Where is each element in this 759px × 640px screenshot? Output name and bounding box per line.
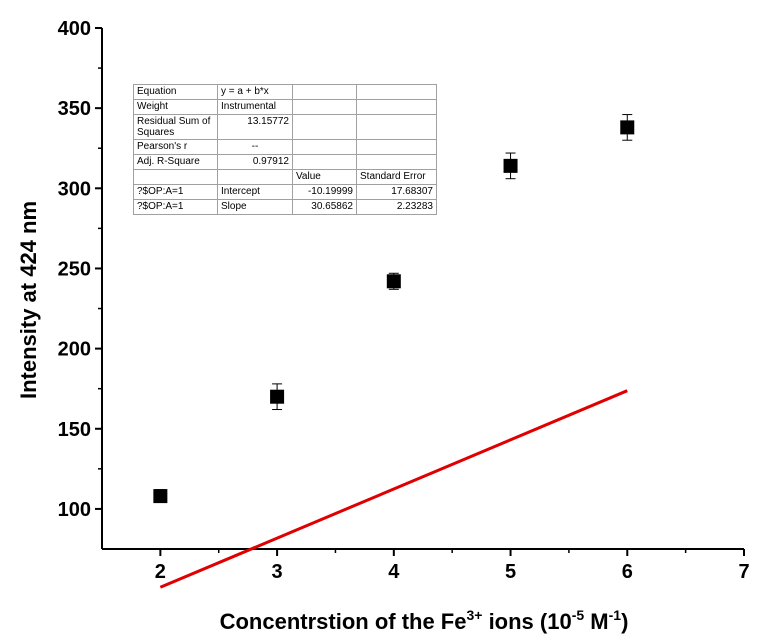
fit-table-cell: [356, 99, 437, 115]
data-point: [153, 489, 168, 504]
fit-table-cell: 17.68307: [356, 184, 437, 200]
fit-table-cell: ?$OP:A=1: [133, 199, 218, 215]
fit-table-cell: [133, 169, 218, 185]
data-point: [386, 274, 401, 289]
fit-table-cell: -10.19999: [292, 184, 357, 200]
fit-results-table: Equation y = a + b*x Weight Instrumental Res…: [133, 84, 437, 215]
data-point: [270, 389, 285, 404]
fit-table-cell: y = a + b*x: [217, 84, 293, 100]
fit-table-cell: Pearson's r: [133, 139, 218, 155]
y-tick-label: 350: [58, 98, 91, 120]
fit-table-cell: Weight: [133, 99, 218, 115]
fit-table-cell: [217, 169, 293, 185]
fit-table-cell: [356, 84, 437, 100]
y-tick-label: 100: [58, 499, 91, 521]
y-tick-label: 250: [58, 258, 91, 280]
data-point: [620, 120, 635, 135]
fit-table-row: ?$OP:A=1 Slope 30.65862 2.23283: [133, 199, 437, 215]
fit-table-cell: [292, 139, 357, 155]
fit-table-cell: [292, 114, 357, 140]
fit-table-cell: [356, 114, 437, 140]
fit-table-cell: 2.23283: [356, 199, 437, 215]
y-axis-title: Intensity at 424 nm: [16, 201, 41, 399]
fit-line-group: [159, 389, 628, 589]
fit-table-row: Residual Sum of Squares 13.15772: [133, 114, 437, 140]
fit-table-cell: 13.15772: [217, 114, 293, 140]
fit-table-cell: 0.97912: [217, 154, 293, 170]
fit-table-cell: Residual Sum of Squares: [133, 114, 218, 140]
axis-labels: Concentrstion of the Fe3+ ions (10-5 M-1…: [16, 201, 628, 634]
fit-table-cell: [292, 99, 357, 115]
fit-table-row: Adj. R-Square 0.97912: [133, 154, 437, 170]
x-tick-label: 2: [155, 561, 166, 583]
fit-table-cell: Value: [292, 169, 357, 185]
x-tick-label: 4: [388, 561, 400, 583]
fit-table-cell: Slope: [217, 199, 293, 215]
fit-table-row: Value Standard Error: [133, 169, 437, 185]
x-tick-label: 3: [272, 561, 283, 583]
fit-table-cell: --: [217, 139, 293, 155]
fit-table-cell: [292, 154, 357, 170]
axes: 2 3 4 5 6 7 100 150 200 250 300 350 400: [58, 18, 750, 583]
y-tick-label: 400: [58, 18, 91, 40]
fit-table-cell: [292, 84, 357, 100]
fit-table-cell: 30.65862: [292, 199, 357, 215]
fit-table-cell: [356, 139, 437, 155]
fit-table-row: ?$OP:A=1 Intercept -10.19999 17.68307: [133, 184, 437, 200]
x-tick-label: 7: [738, 561, 749, 583]
y-tick-label: 200: [58, 339, 91, 361]
fit-table-cell: Equation: [133, 84, 218, 100]
x-tick-label: 5: [505, 561, 516, 583]
fit-table-cell: [356, 154, 437, 170]
fit-table-cell: Instrumental: [217, 99, 293, 115]
y-tick-label: 300: [58, 178, 91, 200]
fit-table-row: Equation y = a + b*x: [133, 84, 437, 100]
data-point: [503, 158, 518, 173]
data-points: [153, 114, 635, 504]
fit-line: [159, 389, 628, 589]
fit-table-cell: ?$OP:A=1: [133, 184, 218, 200]
fit-table-cell: Standard Error: [356, 169, 437, 185]
fit-table-cell: Intercept: [217, 184, 293, 200]
fit-table-row: Pearson's r --: [133, 139, 437, 155]
fit-table-row: Weight Instrumental: [133, 99, 437, 115]
x-axis-title: Concentrstion of the Fe3+ ions (10-5 M-1…: [220, 607, 629, 634]
fit-table-cell: Adj. R-Square: [133, 154, 218, 170]
y-tick-label: 150: [58, 419, 91, 441]
x-tick-label: 6: [622, 561, 633, 583]
